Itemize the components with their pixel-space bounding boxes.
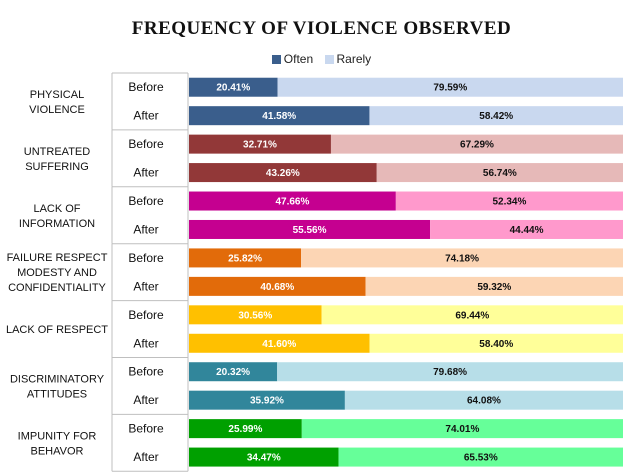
data-label-often: 34.47% <box>247 453 281 464</box>
data-label-rarely: 52.34% <box>492 197 526 208</box>
bar-rarely <box>301 419 623 439</box>
category-label: LACK OF INFORMATION <box>19 203 95 230</box>
row-label-before: Before <box>128 308 164 322</box>
data-label-often: 25.99% <box>228 424 262 435</box>
data-label-often: 41.58% <box>262 111 296 122</box>
row-label-before: Before <box>128 194 164 208</box>
data-label-often: 43.26% <box>266 168 300 179</box>
category-label: FAILURE RESPECT MODESTY AND CONFIDENTIALIT… <box>7 252 108 294</box>
data-label-rarely: 69.44% <box>455 310 489 321</box>
bar-rarely <box>369 106 623 126</box>
category-label: IMPUNITY FOR BEHAVOR <box>18 430 97 457</box>
bar-often <box>189 191 396 211</box>
bar-rarely <box>277 77 623 97</box>
data-label-often: 25.82% <box>228 253 262 264</box>
data-label-often: 40.68% <box>260 282 294 293</box>
data-label-rarely: 74.18% <box>445 253 479 264</box>
data-label-often: 20.41% <box>216 83 250 94</box>
data-label-rarely: 74.01% <box>445 424 479 435</box>
legend-item-often: Often <box>271 52 314 66</box>
legend-swatch-often <box>271 54 281 64</box>
bar-rarely <box>321 305 623 325</box>
row-label-after: After <box>133 166 158 180</box>
legend-label-rarely: Rarely <box>336 52 372 66</box>
data-label-often: 20.32% <box>216 367 250 378</box>
legend-item-rarely: Rarely <box>324 52 372 66</box>
data-label-often: 47.66% <box>275 197 309 208</box>
data-label-rarely: 58.40% <box>479 339 513 350</box>
row-label-after: After <box>133 336 158 350</box>
category-label: PHYSICAL VIOLENCE <box>29 89 85 116</box>
bar-often <box>189 362 278 382</box>
row-label-before: Before <box>128 137 164 151</box>
row-label-after: After <box>133 393 158 407</box>
data-label-often: 35.92% <box>250 396 284 407</box>
category-label: LACK OF RESPECT <box>6 324 108 336</box>
bar-often <box>189 305 322 325</box>
row-label-after: After <box>133 450 158 464</box>
bar-rarely <box>344 390 623 410</box>
data-label-often: 41.60% <box>262 339 296 350</box>
data-label-rarely: 56.74% <box>483 168 517 179</box>
data-label-rarely: 79.59% <box>433 83 467 94</box>
data-label-often: 55.56% <box>293 225 327 236</box>
bar-often <box>189 77 278 97</box>
bar-often <box>189 390 345 410</box>
row-label-before: Before <box>128 80 164 94</box>
bar-often <box>189 419 302 439</box>
row-label-after: After <box>133 279 158 293</box>
bar-often <box>189 106 370 126</box>
row-label-after: After <box>133 109 158 123</box>
row-label-before: Before <box>128 251 164 265</box>
row-label-before: Before <box>128 422 164 436</box>
category-label: UNTREATED SUFFERING <box>24 146 90 173</box>
row-label-before: Before <box>128 365 164 379</box>
bar-rarely <box>365 276 623 296</box>
bar-often <box>189 134 331 154</box>
data-label-often: 32.71% <box>243 140 277 151</box>
legend-label-often: Often <box>283 52 314 66</box>
bar-often <box>189 447 339 467</box>
legend: Often Rarely <box>0 52 643 67</box>
bar-rarely <box>330 134 623 154</box>
bar-rarely <box>376 163 623 183</box>
data-label-rarely: 67.29% <box>460 140 494 151</box>
bar-rarely <box>301 248 623 268</box>
data-label-often: 30.56% <box>238 310 272 321</box>
data-label-rarely: 79.68% <box>433 367 467 378</box>
bar-rarely <box>338 447 623 467</box>
legend-swatch-rarely <box>324 54 334 64</box>
bar-rarely <box>395 191 623 211</box>
row-label-after: After <box>133 222 158 236</box>
bar-often <box>189 219 431 239</box>
bar-rarely <box>277 362 623 382</box>
bar-often <box>189 276 366 296</box>
chart-title: FREQUENCY OF VIOLENCE OBSERVED <box>131 18 512 39</box>
bar-rarely <box>430 219 623 239</box>
category-label: DISCRIMINATORY ATTITUDES <box>10 373 105 400</box>
data-label-rarely: 64.08% <box>467 396 501 407</box>
data-label-rarely: 58.42% <box>479 111 513 122</box>
data-label-rarely: 44.44% <box>510 225 544 236</box>
bar-often <box>189 163 377 183</box>
data-label-rarely: 59.32% <box>477 282 511 293</box>
bar-often <box>189 333 370 353</box>
data-label-rarely: 65.53% <box>464 453 498 464</box>
bar-rarely <box>369 333 623 353</box>
bar-often <box>189 248 302 268</box>
